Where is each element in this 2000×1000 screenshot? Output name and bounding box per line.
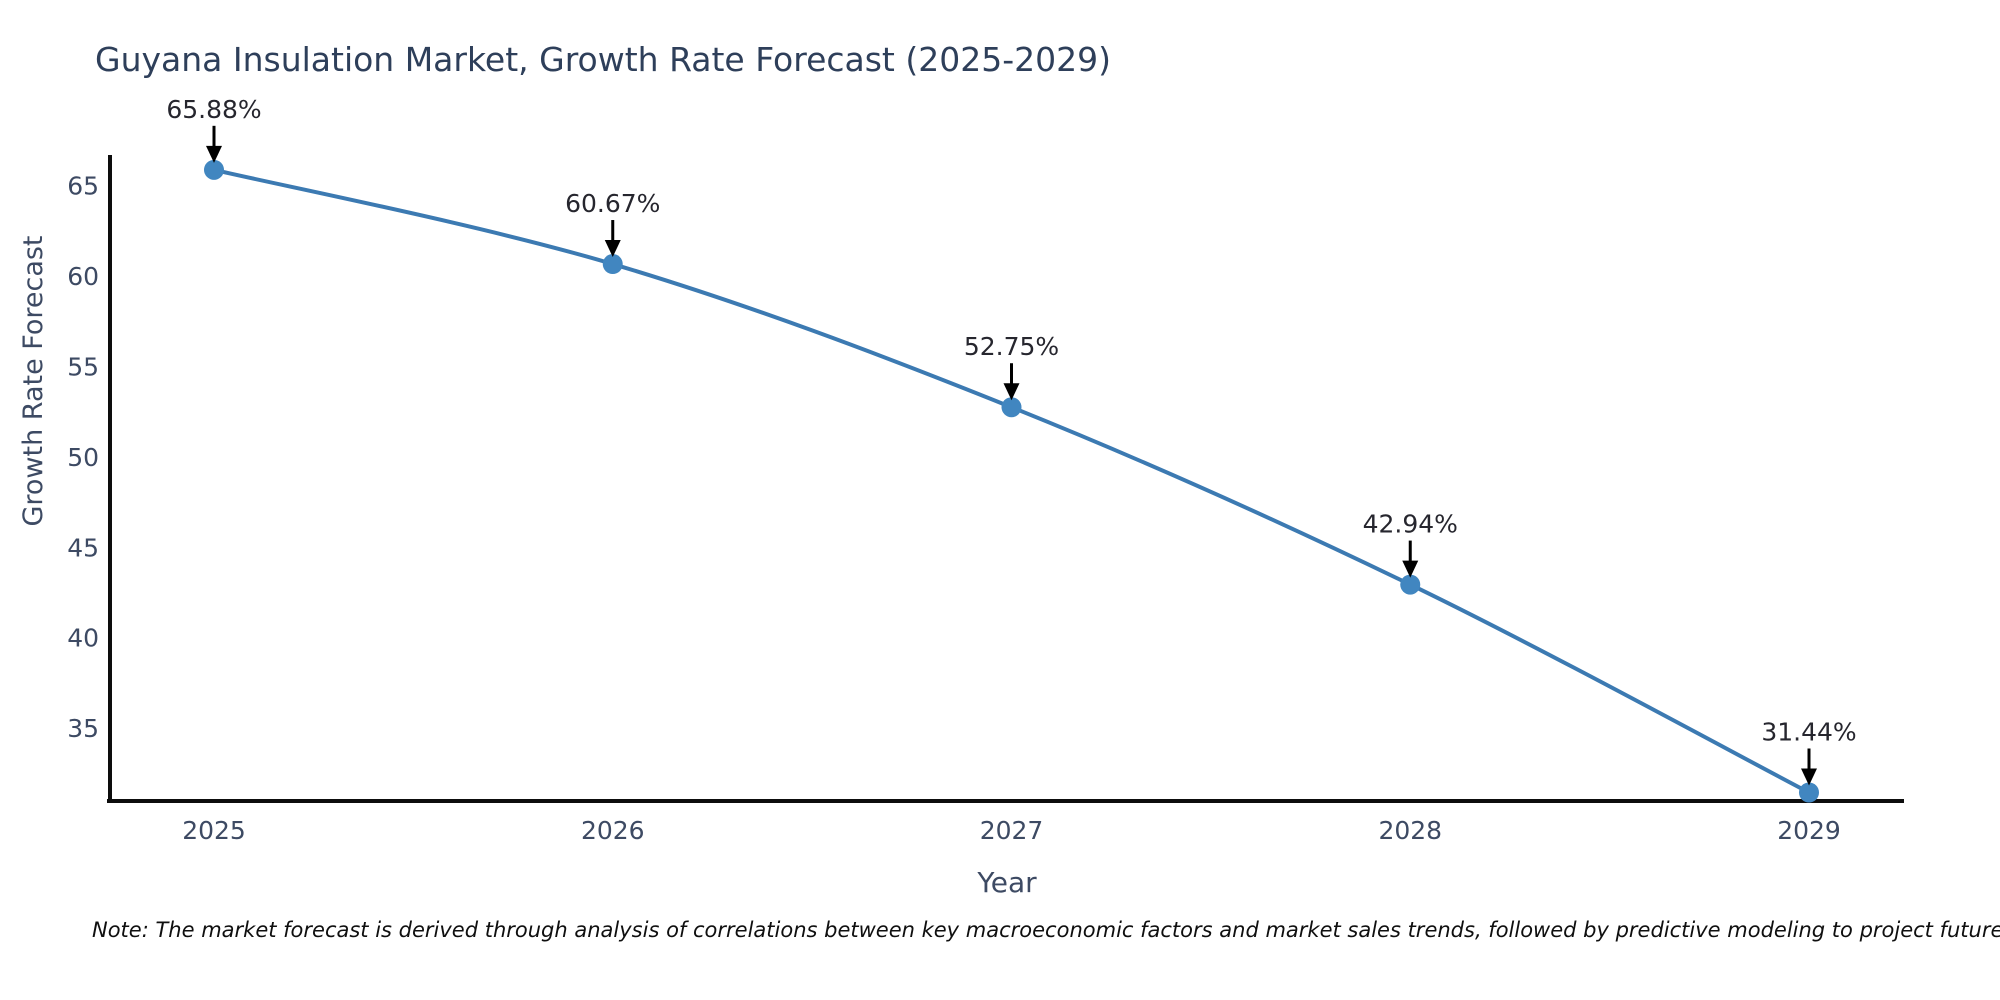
x-tick-label: 2027 [980, 816, 1044, 845]
y-tick-label: 55 [67, 353, 99, 382]
data-point-label: 42.94% [1363, 510, 1458, 539]
x-tick-label: 2028 [1378, 816, 1442, 845]
x-tick-label: 2026 [581, 816, 645, 845]
y-tick-label: 45 [67, 533, 99, 562]
x-axis-title: Year [977, 866, 1037, 899]
chart-title: Guyana Insulation Market, Growth Rate Fo… [95, 40, 1111, 79]
data-point-label: 65.88% [166, 95, 261, 124]
annotation-arrow-head [1402, 560, 1419, 578]
annotation-arrow-head [206, 145, 222, 163]
y-tick-label: 60 [67, 262, 99, 291]
data-point-marker [1001, 397, 1022, 418]
data-point-marker [204, 159, 224, 180]
data-point-marker [1400, 574, 1421, 595]
y-tick-label: 35 [67, 714, 99, 743]
series-line [212, 167, 1811, 795]
y-tick-label: 40 [67, 624, 99, 653]
y-tick-label: 50 [67, 443, 99, 472]
y-axis-title: Growth Rate Forecast [18, 235, 49, 527]
data-point-marker [1799, 782, 1819, 803]
x-tick-label: 2025 [182, 816, 246, 845]
annotation-arrow-head [604, 240, 621, 258]
data-point-marker [602, 254, 623, 275]
annotation-arrow-head [1003, 383, 1020, 401]
data-point-label: 52.75% [964, 332, 1059, 361]
footnote: Note: The market forecast is derived thr… [92, 918, 2000, 942]
x-tick-label: 2029 [1777, 816, 1841, 845]
y-tick-label: 65 [67, 172, 99, 201]
data-point-label: 31.44% [1761, 718, 1856, 747]
annotation-arrow-head [1801, 768, 1817, 786]
data-point-label: 60.67% [565, 189, 660, 218]
